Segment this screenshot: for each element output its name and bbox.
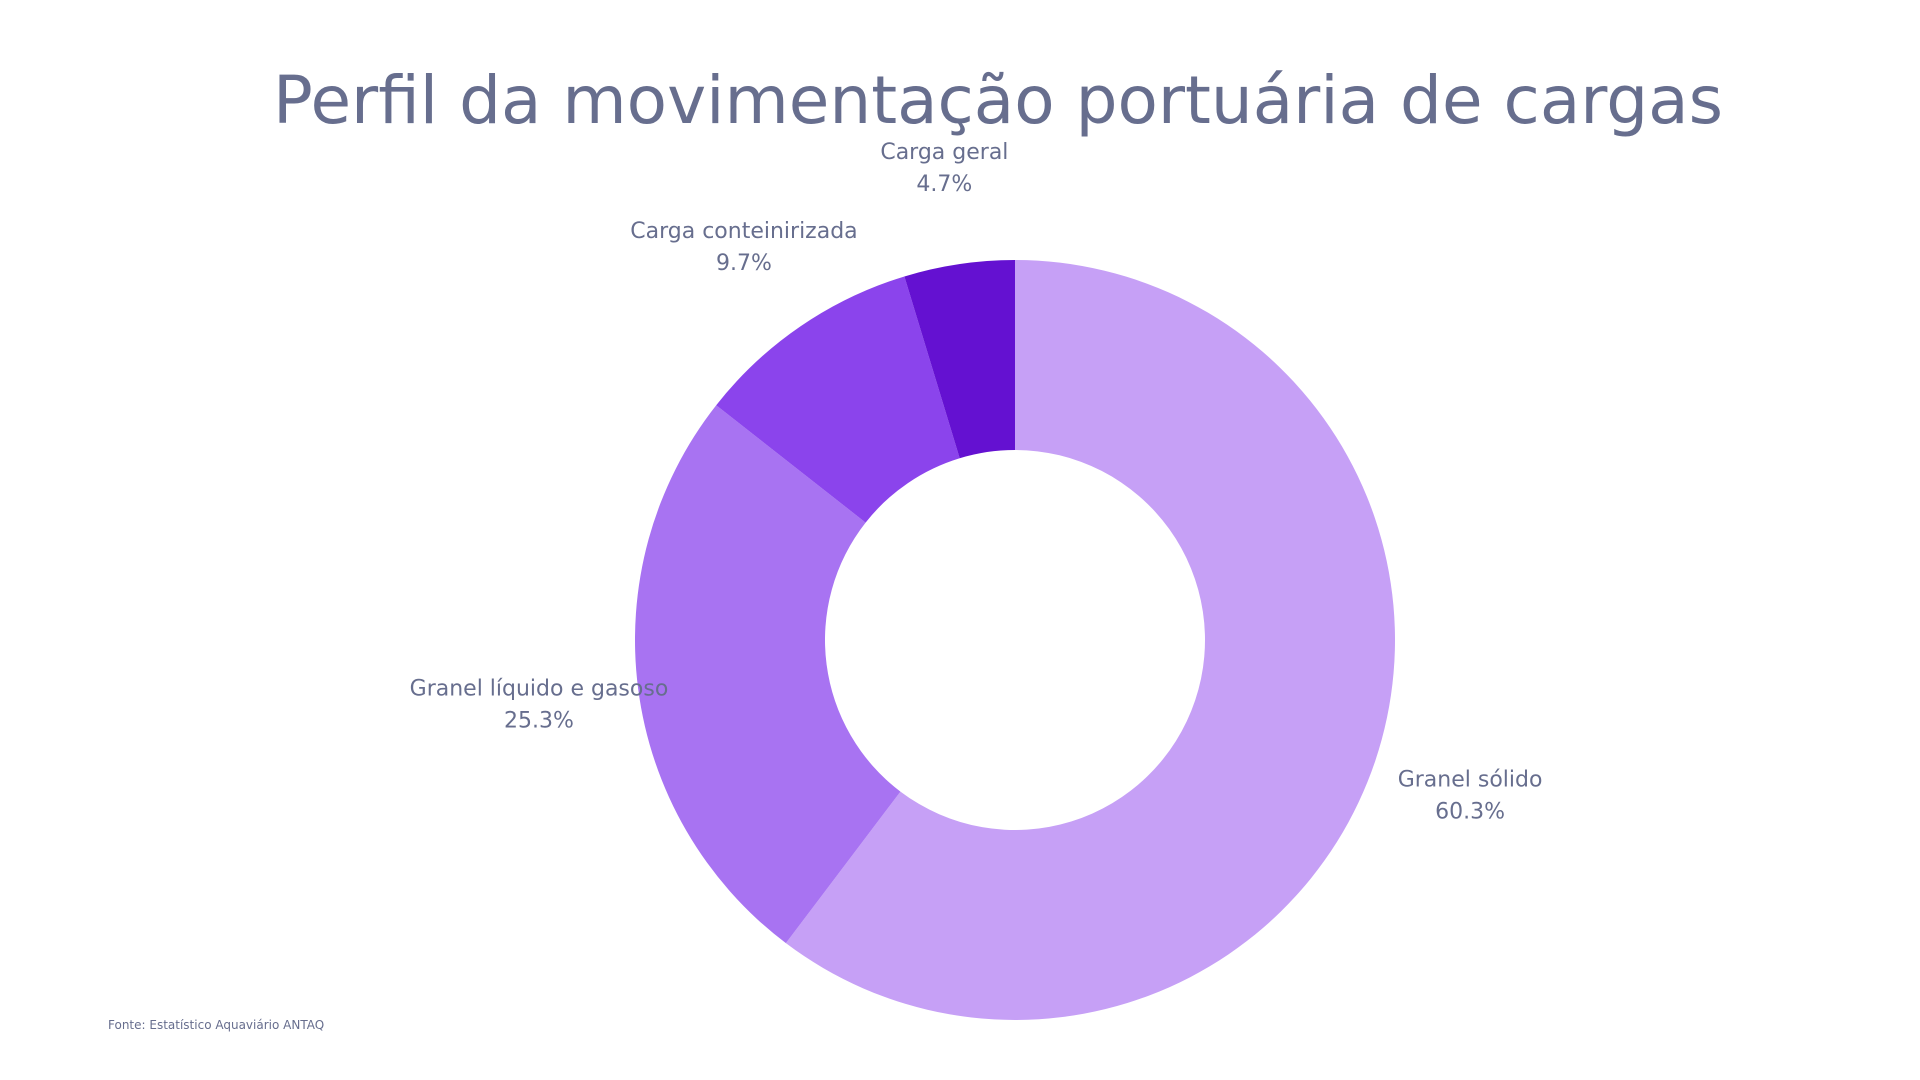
slice-label-granel-solido: Granel sólido 60.3% (1398, 768, 1543, 825)
slice-value-label: 4.7% (916, 172, 972, 197)
slice-label-carga-geral: Carga geral 4.7% (880, 140, 1008, 197)
slice-category-label: Carga conteinirizada (630, 219, 857, 244)
slice-category-label: Granel sólido (1398, 768, 1543, 793)
chart-title: Perfil da movimentação portuária de carg… (273, 62, 1723, 139)
slice-carga-geral (904, 260, 1015, 459)
slice-granel-solido (785, 260, 1395, 1020)
slice-category-label: Carga geral (880, 140, 1008, 165)
slice-labels: Granel sólido 60.3% Granel líquido e gasos… (410, 140, 1543, 824)
slice-granel-liquido-e-gasoso (634, 405, 901, 944)
slice-label-carga-conteinirizada: Carga conteinirizada 9.7% (630, 219, 857, 276)
slice-category-label: Granel líquido e gasoso (410, 677, 669, 702)
slice-value-label: 9.7% (716, 251, 772, 276)
slice-value-label: 60.3% (1435, 800, 1505, 825)
slice-label-granel-liquido-e-gasoso: Granel líquido e gasoso 25.3% (410, 677, 669, 734)
donut-slices (634, 260, 1395, 1020)
source-note: Fonte: Estatístico Aquaviário ANTAQ (108, 1018, 325, 1032)
slice-value-label: 25.3% (504, 709, 574, 734)
slice-carga-conteinirizada (716, 276, 960, 523)
